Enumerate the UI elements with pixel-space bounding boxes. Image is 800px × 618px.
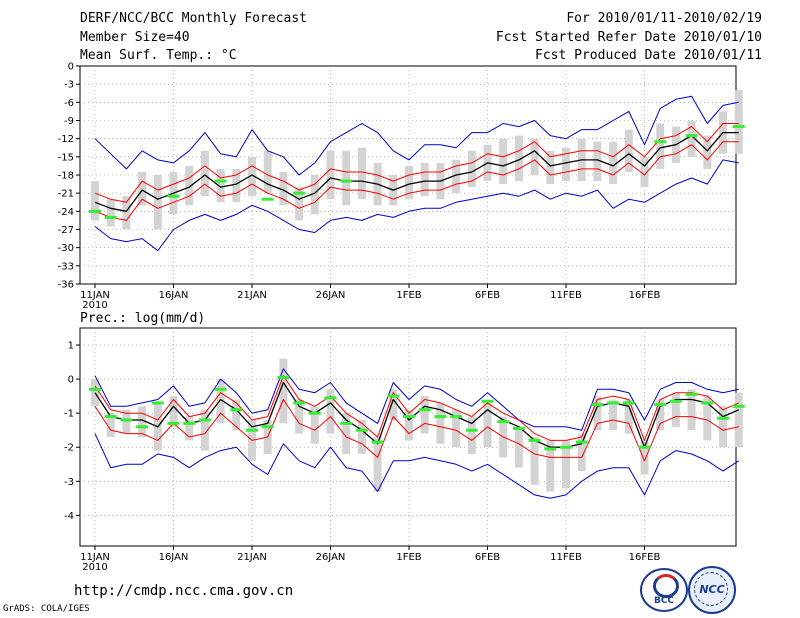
spread-box — [562, 148, 570, 181]
spread-box — [656, 124, 664, 169]
ncc-logo: NCC — [688, 566, 736, 614]
y-tick-label: -36 — [58, 280, 74, 291]
spread-box — [91, 181, 99, 220]
spread-box — [122, 196, 130, 229]
spread-box — [672, 393, 680, 427]
spread-box — [374, 437, 382, 492]
y-tick-label: -18 — [58, 171, 74, 182]
grads-credit: GrADS: COLA/IGES — [3, 605, 90, 614]
y-tick-label: -24 — [58, 207, 74, 218]
x-tick-label: 6FEB — [475, 552, 500, 563]
source-url[interactable]: http://cmdp.ncc.cma.gov.cn — [74, 584, 293, 598]
spread-box — [154, 175, 162, 230]
spread-box — [499, 139, 507, 184]
x-tick-label: 11FEB — [550, 552, 582, 563]
spread-box — [327, 151, 335, 199]
y-tick-label: 0 — [68, 375, 74, 386]
y-tick-label: 1 — [68, 341, 74, 352]
x-tick-label: 6FEB — [475, 290, 500, 301]
y-tick-label: -4 — [64, 511, 74, 522]
spread-box — [703, 136, 711, 169]
spread-box — [295, 400, 303, 434]
x-tick-label: 21JAN — [237, 290, 267, 301]
x-year-label: 2010 — [82, 300, 107, 311]
y-tick-label: -1 — [64, 409, 74, 420]
spread-box — [735, 393, 743, 448]
spread-box — [609, 142, 617, 184]
y-tick-label: -15 — [58, 152, 74, 163]
panel-0: 0 -3 -6 -9 -12 -15 -18 -21 -24 -27 -30 -33 -36 11JAN 1… — [58, 62, 745, 312]
y-tick-label: -6 — [64, 98, 74, 109]
spread-box — [342, 151, 350, 206]
bcc-logo-emblem-icon — [653, 574, 679, 598]
x-tick-label: 16FEB — [629, 290, 661, 301]
bcc-logo: BCC — [640, 568, 688, 612]
x-year-label: 2010 — [82, 562, 107, 573]
spread-box — [719, 406, 727, 447]
spread-box — [625, 400, 633, 434]
x-tick-label: 16JAN — [159, 290, 189, 301]
panel-1: 1 0 -1 -2 -3 -4 11JAN 16JAN 21JAN 26JAN 1FEB 6FEB 11… — [64, 328, 745, 573]
spread-box — [421, 163, 429, 196]
x-tick-label: 16JAN — [159, 552, 189, 563]
ncc-logo-text: NCC — [690, 583, 734, 596]
y-tick-label: -33 — [58, 261, 74, 272]
y-tick-label: -2 — [64, 443, 74, 454]
x-tick-label: 1FEB — [396, 290, 421, 301]
x-tick-label: 1FEB — [396, 552, 421, 563]
spread-box — [405, 410, 413, 441]
spread-box — [264, 151, 272, 193]
spread-box — [735, 90, 743, 154]
y-tick-label: -9 — [64, 116, 74, 127]
spread-box — [232, 400, 240, 431]
y-tick-label: 0 — [68, 62, 74, 73]
spread-box — [531, 437, 539, 485]
spread-box — [107, 199, 115, 226]
spread-box — [515, 427, 523, 468]
spread-box — [201, 151, 209, 196]
x-tick-label: 16FEB — [629, 552, 661, 563]
y-tick-label: -27 — [58, 225, 74, 236]
y-tick-label: -3 — [64, 477, 74, 488]
forecast-charts: 0-3-6-9-12-15-18-21-24-27-30-33-3611JAN 1… — [0, 0, 800, 618]
spread-box — [358, 420, 366, 454]
bcc-logo-text: BCC — [642, 596, 686, 606]
spread-box — [358, 148, 366, 199]
x-tick-label: 11FEB — [550, 290, 582, 301]
y-tick-label: -30 — [58, 243, 74, 254]
x-tick-label: 26JAN — [316, 552, 346, 563]
x-tick-label: 21JAN — [237, 552, 267, 563]
y-tick-label: -21 — [58, 189, 74, 200]
y-tick-label: -3 — [64, 80, 74, 91]
y-tick-label: -12 — [58, 134, 74, 145]
x-tick-label: 26JAN — [316, 290, 346, 301]
